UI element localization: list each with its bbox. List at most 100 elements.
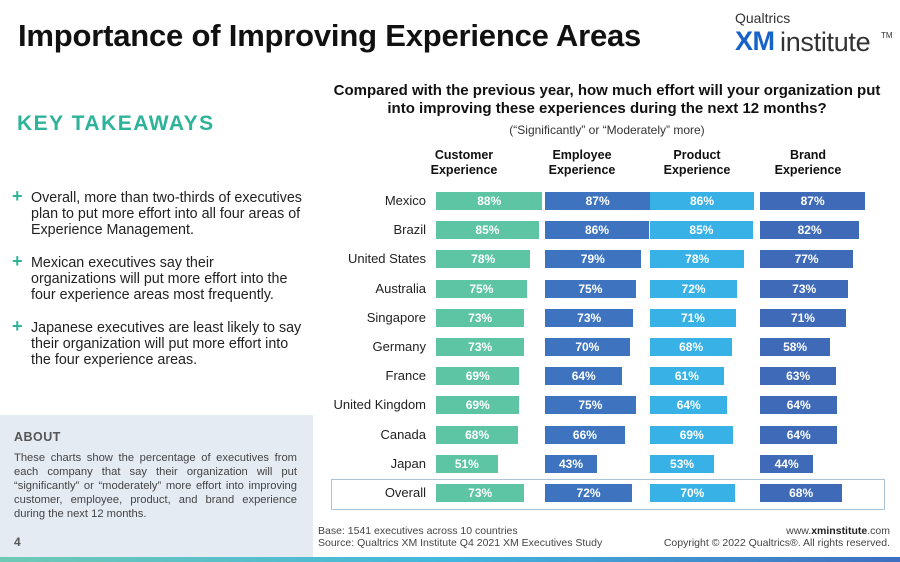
bar-product-experience-canada bbox=[650, 425, 734, 444]
bar-value-label: 73% bbox=[468, 310, 493, 325]
about-title: ABOUT bbox=[14, 430, 61, 444]
bar-value-label: 69% bbox=[465, 398, 490, 413]
bar-product-experience-japan bbox=[650, 454, 715, 473]
about-text: These charts show the percentage of exec… bbox=[14, 452, 297, 520]
bottom-gradient-stripe bbox=[0, 557, 900, 562]
bar-value-label: 86% bbox=[690, 194, 715, 208]
row-label-mexico: Mexico bbox=[384, 193, 426, 208]
bar-employee-experience-united-states bbox=[545, 250, 641, 269]
bar-value-label: 69% bbox=[679, 427, 704, 442]
bar-product-experience-singapore bbox=[650, 308, 736, 327]
bar-value-label: 75% bbox=[578, 281, 603, 296]
bar-value-label: 78% bbox=[471, 252, 496, 267]
bar-brand-experience-japan bbox=[760, 454, 814, 473]
bar-value-label: 68% bbox=[789, 486, 814, 500]
bar-value-label: 64% bbox=[571, 369, 596, 384]
bar-customer-experience-australia bbox=[436, 279, 527, 298]
bar-brand-experience-canada bbox=[760, 425, 838, 444]
row-label-japan: Japan bbox=[390, 455, 426, 471]
column-header-employee-experience: Employee Experience bbox=[548, 148, 616, 177]
bar-product-experience-brazil bbox=[650, 221, 753, 240]
bar-value-label: 68% bbox=[679, 340, 704, 354]
bar-customer-experience-united-states bbox=[436, 250, 531, 269]
bar-employee-experience-france bbox=[545, 367, 623, 386]
bar-customer-experience-singapore bbox=[436, 308, 525, 327]
bar-value-label: 87% bbox=[800, 194, 825, 208]
bar-product-experience-united-kingdom bbox=[650, 396, 728, 415]
website-link[interactable]: www.xminstitute.com bbox=[786, 525, 890, 537]
bar-customer-experience-japan bbox=[436, 454, 498, 473]
bar-value-label: 71% bbox=[680, 310, 705, 325]
bar-product-experience-australia bbox=[650, 279, 738, 298]
bar-value-label: 63% bbox=[786, 369, 811, 384]
bar-value-label: 85% bbox=[689, 223, 714, 238]
bar-product-experience-france bbox=[650, 367, 724, 386]
bar-value-label: 70% bbox=[575, 340, 600, 354]
source-note: Source: Qualtrics XM Institute Q4 2021 X… bbox=[318, 537, 603, 549]
row-label-united-states: United States bbox=[347, 251, 426, 267]
bar-value-label: 73% bbox=[577, 310, 602, 325]
bar-employee-experience-brazil bbox=[545, 221, 650, 240]
bar-brand-experience-brazil bbox=[760, 221, 860, 240]
bar-value-label: 68% bbox=[465, 427, 490, 442]
bar-employee-experience-singapore bbox=[545, 308, 634, 327]
bar-value-label: 88% bbox=[477, 194, 502, 208]
bar-brand-experience-overall bbox=[760, 484, 843, 502]
logo-institute-text: institute bbox=[780, 27, 871, 57]
row-label-singapore: Singapore bbox=[366, 309, 426, 325]
logo-qualtrics-text: Qualtrics bbox=[735, 10, 791, 26]
bar-value-label: 73% bbox=[468, 486, 493, 500]
row-label-canada: Canada bbox=[380, 426, 426, 442]
key-takeaways-title: KEY TAKEAWAYS bbox=[17, 112, 215, 135]
bar-customer-experience-mexico bbox=[436, 192, 543, 210]
bar-value-label: 71% bbox=[790, 310, 815, 325]
plus-icon: + bbox=[12, 186, 23, 206]
overall-row-highlight bbox=[331, 479, 885, 510]
bar-value-label: 53% bbox=[670, 456, 695, 471]
bar-value-label: 75% bbox=[578, 398, 603, 413]
bar-brand-experience-united-states bbox=[760, 250, 854, 269]
column-header-customer-experience: Customer Experience bbox=[430, 148, 498, 177]
bar-value-label: 78% bbox=[685, 252, 710, 267]
bar-value-label: 75% bbox=[469, 281, 494, 296]
base-note: Base: 1541 executives across 10 countrie… bbox=[318, 525, 518, 537]
bar-customer-experience-overall bbox=[436, 484, 525, 502]
bar-value-label: 61% bbox=[674, 369, 699, 384]
bar-employee-experience-germany bbox=[545, 338, 630, 356]
row-label-brazil: Brazil bbox=[393, 222, 426, 238]
bar-product-experience-overall bbox=[650, 484, 735, 502]
takeaway-item: + Mexican executives say their organizat… bbox=[12, 251, 302, 303]
row-label-france: France bbox=[385, 368, 426, 384]
bar-customer-experience-germany bbox=[436, 338, 525, 356]
bar-brand-experience-germany bbox=[760, 338, 831, 356]
row-label-overall: Overall bbox=[384, 485, 426, 500]
chart-subtitle: (“Significantly” or “Moderately” more) bbox=[509, 123, 705, 137]
logo-xm-text: XM bbox=[735, 26, 775, 56]
bar-brand-experience-mexico bbox=[760, 192, 866, 210]
bar-employee-experience-australia bbox=[545, 279, 636, 298]
bar-product-experience-united-states bbox=[650, 250, 745, 269]
bar-value-label: 64% bbox=[676, 398, 701, 413]
bar-employee-experience-united-kingdom bbox=[545, 396, 636, 415]
takeaway-item: + Japanese executives are least likely t… bbox=[12, 316, 302, 368]
bar-value-label: 79% bbox=[580, 252, 605, 267]
bar-customer-experience-france bbox=[436, 367, 520, 386]
bar-value-label: 51% bbox=[454, 456, 479, 471]
plus-icon: + bbox=[12, 316, 23, 336]
column-header-product-experience: Product Experience bbox=[663, 148, 731, 177]
bar-employee-experience-overall bbox=[545, 484, 633, 502]
takeaway-item: + Overall, more than two-thirds of execu… bbox=[12, 186, 302, 238]
page-title: Importance of Improving Experience Areas bbox=[18, 18, 642, 53]
bar-value-label: 77% bbox=[794, 252, 819, 267]
plus-icon: + bbox=[12, 251, 23, 271]
bar-value-label: 66% bbox=[572, 427, 597, 442]
bar-value-label: 70% bbox=[680, 486, 705, 500]
bar-value-label: 72% bbox=[576, 486, 601, 500]
chart-title: Compared with the previous year, how muc… bbox=[333, 82, 881, 117]
bar-value-label: 86% bbox=[585, 223, 610, 238]
bar-employee-experience-japan bbox=[545, 454, 598, 473]
bar-value-label: 87% bbox=[585, 194, 610, 208]
takeaway-text: Mexican executives say their organizatio… bbox=[31, 255, 288, 303]
website-suffix: .com bbox=[867, 525, 890, 537]
website-domain: xminstitute bbox=[811, 525, 868, 537]
